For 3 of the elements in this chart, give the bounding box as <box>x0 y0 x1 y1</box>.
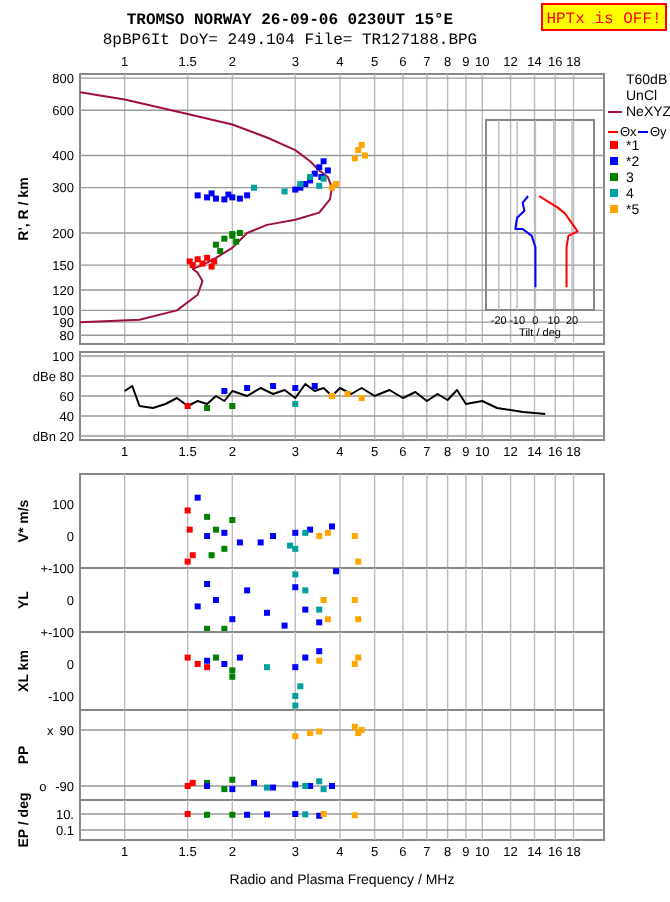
text: HPTx is OFF! <box>546 11 662 29</box>
chart-subtitle: 8pBP6It DoY= 249.104 File= TR127188.BPG <box>102 32 478 50</box>
chart-title: TROMSO NORWAY 26-09-06 0230UT 15°E <box>126 12 454 30</box>
